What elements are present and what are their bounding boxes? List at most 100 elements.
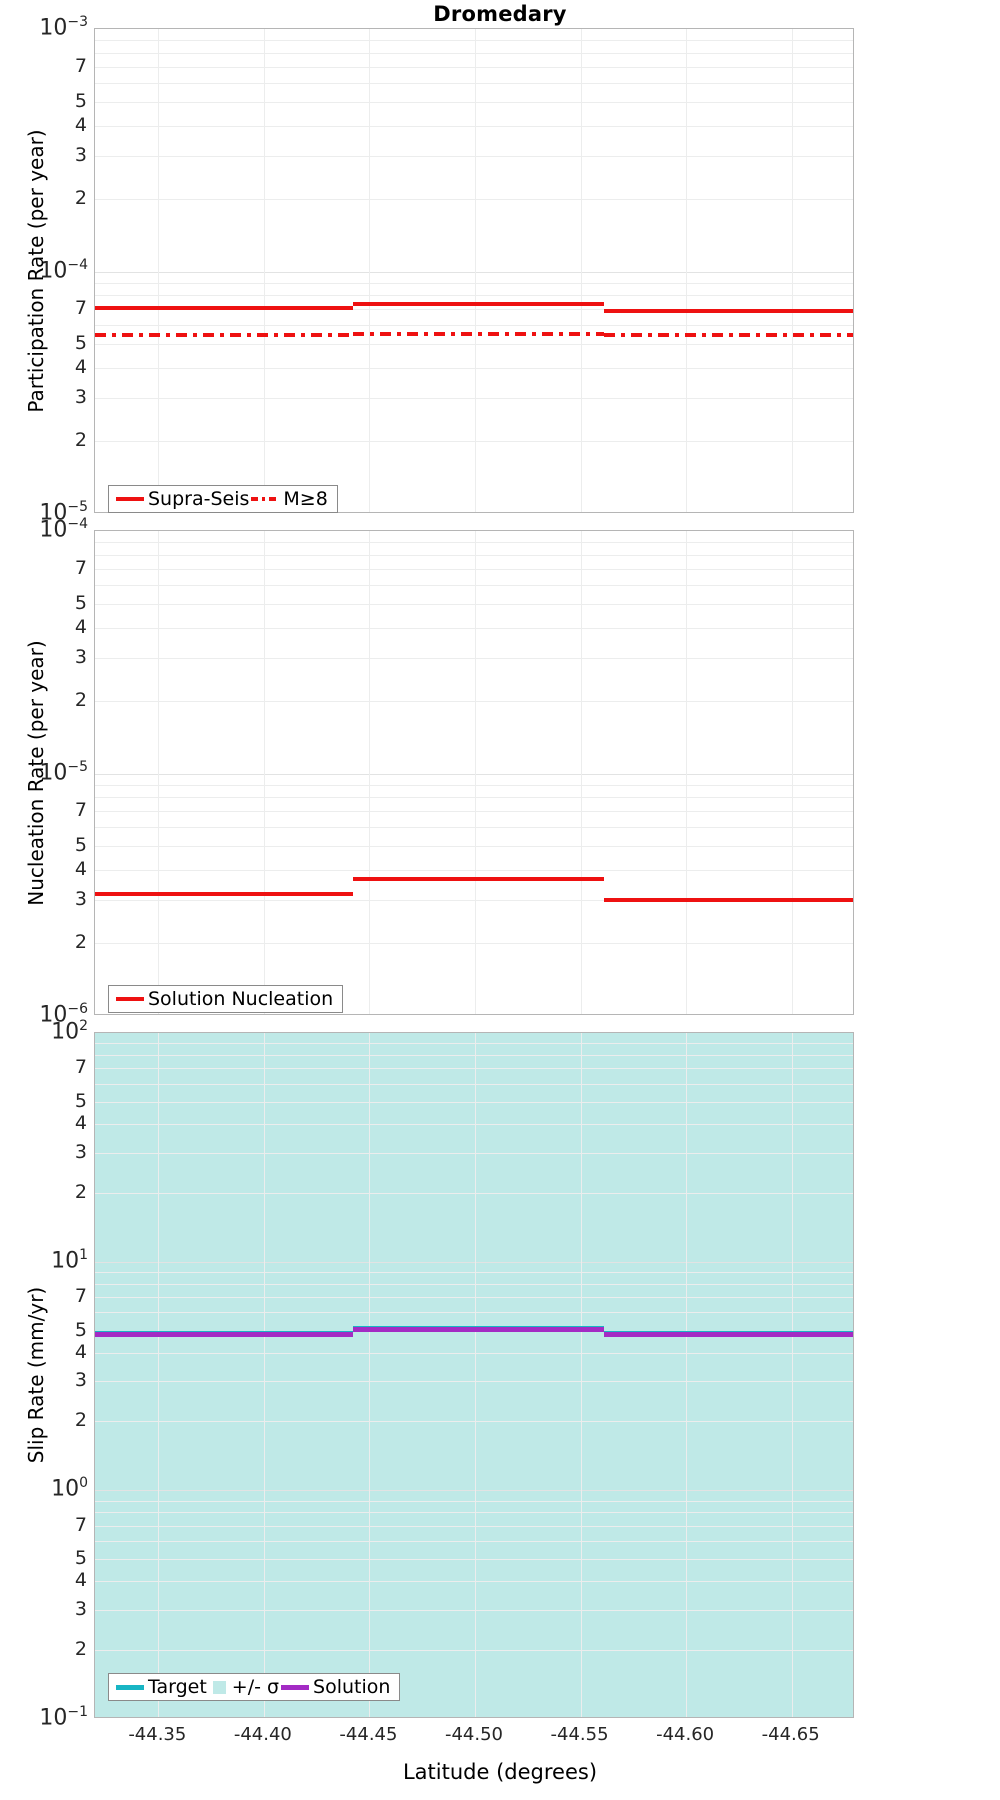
series-segment [353, 332, 604, 336]
legend-label: Solution [313, 1676, 391, 1698]
page-title: Dromedary [433, 2, 567, 26]
y-tick-label-major: 10−3 [39, 14, 88, 41]
y-tick-label-minor: 4 [74, 1340, 87, 1363]
gridline-minor [95, 542, 853, 543]
gridline-minor [95, 1610, 853, 1611]
gridline-minor [95, 1153, 853, 1154]
gridline-minor [95, 1541, 853, 1542]
gridline-minor [95, 628, 853, 629]
y-tick-label-minor: 5 [74, 1547, 87, 1570]
gridline-minor [95, 797, 853, 798]
x-axis-label: Latitude (degrees) [402, 1760, 598, 1784]
series-segment [95, 1332, 353, 1337]
gridline-vertical [369, 1033, 370, 1717]
legend-swatch-icon [116, 997, 144, 1001]
y-tick-label-minor: 2 [74, 688, 87, 711]
y-axis-label: Nucleation Rate (per year) [24, 639, 48, 906]
gridline-major [95, 1262, 853, 1263]
series-segment [604, 309, 853, 313]
gridline-vertical [475, 29, 476, 512]
gridline-vertical [686, 29, 687, 512]
gridline-vertical [264, 531, 265, 1014]
y-tick-label-minor: 5 [74, 89, 87, 112]
gridline-minor [95, 368, 853, 369]
gridline-minor [95, 344, 853, 345]
y-tick-label-minor: 3 [74, 888, 87, 911]
gridline-minor [95, 1297, 853, 1298]
gridline-minor [95, 102, 853, 103]
gridline-minor [95, 1381, 853, 1382]
gridline-vertical [581, 29, 582, 512]
gridline-minor [95, 870, 853, 871]
plot-area-slip [94, 1032, 854, 1718]
legend-label: Supra-Seis [148, 488, 250, 510]
gridline-vertical [475, 531, 476, 1014]
y-tick-label-major: 10−4 [39, 256, 88, 283]
y-tick-label-minor: 7 [74, 54, 87, 77]
legend-slip[interactable]: Target +/- σ Solution [108, 1673, 401, 1701]
gridline-minor [95, 900, 853, 901]
gridline-vertical [792, 29, 793, 512]
gridline-major [95, 272, 853, 273]
gridline-vertical [369, 29, 370, 512]
gridline-minor [95, 83, 853, 84]
panel-slip-rate [94, 1032, 854, 1718]
gridline-minor [95, 156, 853, 157]
gridline-minor [95, 1421, 853, 1422]
gridline-minor [95, 555, 853, 556]
gridline-minor [95, 1512, 853, 1513]
y-tick-label-minor: 2 [74, 1409, 87, 1432]
y-tick-label-minor: 5 [74, 1318, 87, 1341]
gridline-minor [95, 1068, 853, 1069]
gridline-minor [95, 40, 853, 41]
x-tick-label: -44.60 [656, 1724, 715, 1745]
y-tick-label-minor: 4 [74, 615, 87, 638]
gridline-major [95, 1490, 853, 1491]
gridline-vertical [581, 531, 582, 1014]
gridline-minor [95, 785, 853, 786]
plot-area-nucleation [94, 530, 854, 1015]
gridline-minor [95, 325, 853, 326]
gridline-minor [95, 827, 853, 828]
series-segment [604, 333, 853, 337]
y-tick-label-minor: 5 [74, 834, 87, 857]
y-tick-label-major: 10−1 [39, 1704, 88, 1731]
y-tick-label-major: 10−6 [39, 1001, 88, 1028]
y-tick-label-minor: 2 [74, 931, 87, 953]
legend-participation[interactable]: Supra-Seis M≥8 [108, 485, 338, 513]
y-tick-label-minor: 3 [74, 1140, 87, 1163]
y-tick-label-major: 10−5 [39, 499, 88, 526]
legend-label: Solution Nucleation [148, 988, 334, 1010]
gridline-minor [95, 585, 853, 586]
y-tick-label-major: 10−5 [39, 758, 88, 785]
legend-nucleation[interactable]: Solution Nucleation [108, 985, 344, 1013]
y-tick-label-major: 101 [51, 1246, 88, 1274]
x-tick-label: -44.50 [444, 1724, 504, 1745]
legend-swatch-icon [116, 497, 144, 501]
gridline-minor [95, 1353, 853, 1354]
legend-entry: Solution [281, 1676, 392, 1698]
gridline-minor [95, 398, 853, 399]
y-tick-label-minor: 3 [74, 1369, 87, 1392]
gridline-minor [95, 1526, 853, 1527]
x-tick-label: -44.40 [233, 1724, 292, 1745]
legend-swatch-icon [251, 497, 280, 501]
y-tick-label-minor: 7 [74, 1285, 87, 1308]
gridline-minor [95, 441, 853, 442]
legend-swatch-icon [116, 1684, 144, 1690]
y-tick-label-minor: 4 [74, 113, 87, 136]
gridline-minor [95, 1055, 853, 1056]
gridline-vertical [264, 29, 265, 512]
y-tick-label-minor: 4 [74, 1111, 87, 1134]
y-tick-label-minor: 3 [74, 1597, 87, 1620]
gridline-major [95, 774, 853, 775]
legend-swatch-icon [281, 1684, 310, 1690]
gridline-vertical [686, 531, 687, 1014]
gridline-minor [95, 1650, 853, 1651]
gridline-vertical [369, 531, 370, 1014]
y-tick-label-minor: 3 [74, 143, 87, 166]
y-tick-label-major: 102 [51, 1018, 88, 1045]
y-tick-label-minor: 3 [74, 386, 87, 409]
legend-entry: +/- σ [209, 1676, 281, 1698]
